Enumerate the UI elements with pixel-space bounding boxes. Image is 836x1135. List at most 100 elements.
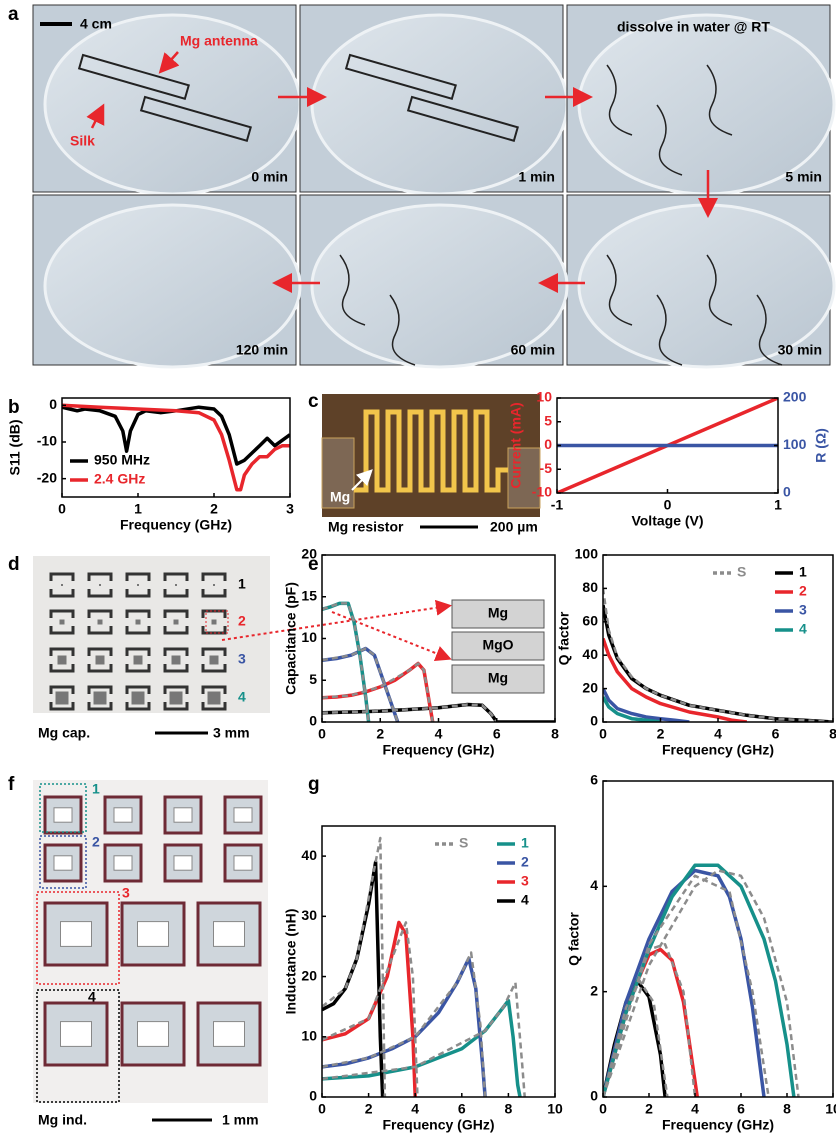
inductor-inner xyxy=(53,855,73,871)
label: MgO xyxy=(482,637,513,653)
label: f xyxy=(8,774,15,795)
axes-frame xyxy=(61,397,291,498)
y-tick-label: 6 xyxy=(590,772,598,788)
layer xyxy=(451,664,545,694)
series-line xyxy=(603,863,796,1097)
capacitor xyxy=(163,609,189,635)
capacitor-pad xyxy=(95,655,105,665)
y-axis-label: Capacitance (pF) xyxy=(283,582,299,695)
capacitor xyxy=(125,609,151,635)
antenna xyxy=(606,254,783,366)
label: b xyxy=(8,397,20,418)
label: 120 min xyxy=(236,342,288,358)
capacitor xyxy=(87,572,113,598)
arrow xyxy=(351,469,373,491)
antenna-arm xyxy=(77,53,190,101)
y-tick-label: -10 xyxy=(37,433,57,449)
axes-frame xyxy=(321,825,556,1098)
highlight xyxy=(39,835,87,889)
x-tick-label: 2 xyxy=(657,726,665,742)
y-tick-label: 100 xyxy=(575,546,599,562)
dish xyxy=(43,203,302,369)
y-tick-label: 20 xyxy=(301,967,317,983)
y-tick-label: 2 xyxy=(590,982,598,998)
inductor xyxy=(103,795,143,835)
legend-label: 2 xyxy=(521,854,529,870)
series-line xyxy=(322,836,526,1097)
x-axis-label: Frequency (GHz) xyxy=(382,742,494,758)
inductor-inner xyxy=(137,1021,169,1047)
highlight xyxy=(205,610,229,634)
capacitor xyxy=(163,572,189,598)
y-tick-label: 10 xyxy=(301,1027,317,1043)
label: Mg xyxy=(488,670,508,686)
plot-area xyxy=(603,588,833,722)
fragment xyxy=(706,64,733,136)
y-tick-label: 60 xyxy=(582,613,598,629)
x-tick-label: 4 xyxy=(435,726,443,742)
capacitor xyxy=(49,609,75,635)
capacitor xyxy=(201,647,227,673)
label: 0 min xyxy=(251,169,288,185)
y-tick-label: 30 xyxy=(301,907,317,923)
label: 1 xyxy=(238,576,246,592)
capacitor-pad xyxy=(61,584,63,586)
capacitor xyxy=(125,647,151,673)
series-line xyxy=(322,998,522,1097)
y-axis-label: Current (mA) xyxy=(508,402,524,488)
y-tick-label: 10 xyxy=(536,389,552,405)
capacitor-pad xyxy=(133,655,143,665)
capacitor xyxy=(87,647,113,673)
legend-label: 3 xyxy=(521,873,529,889)
y-tick-label: 40 xyxy=(582,646,598,662)
capacitor-pad xyxy=(169,691,183,705)
fragment xyxy=(756,294,783,366)
label: 2 xyxy=(92,834,100,850)
x-tick-label: 2 xyxy=(645,1101,653,1117)
plot-area xyxy=(62,403,290,492)
series-line xyxy=(603,869,800,1097)
label: 3 mm xyxy=(213,725,250,741)
x-tick-label: 0 xyxy=(599,726,607,742)
x-tick-label: 8 xyxy=(829,726,836,742)
label: 5 min xyxy=(785,169,822,185)
capacitor-pad xyxy=(173,619,179,625)
capacitor-pad xyxy=(59,619,65,625)
series-line xyxy=(603,868,766,1097)
label: 3 xyxy=(238,651,246,667)
antenna xyxy=(344,53,519,143)
inductor-inner xyxy=(60,1021,92,1047)
y-tick-label: 0 xyxy=(590,713,598,729)
label: 1 xyxy=(92,781,100,797)
x-tick-label: 4 xyxy=(691,1101,699,1117)
y-tick-label: 4 xyxy=(590,877,598,893)
capacitor xyxy=(49,647,75,673)
x-axis-label: Voltage (V) xyxy=(631,513,703,529)
capacitor-pad xyxy=(57,655,67,665)
serpentine xyxy=(354,409,508,493)
x-tick-label: -1 xyxy=(551,497,564,513)
y-tick-label: 40 xyxy=(301,847,317,863)
antenna-arm xyxy=(139,95,252,143)
highlight xyxy=(39,783,87,833)
label: Mg antenna xyxy=(180,33,258,49)
plot-area xyxy=(322,836,526,1097)
series-line xyxy=(322,602,498,722)
x-tick-label: 0 xyxy=(664,497,672,513)
y-tick-label: -10 xyxy=(532,484,552,500)
capacitor-pad xyxy=(175,584,177,586)
label: 2 xyxy=(238,613,246,629)
x-tick-label: 0 xyxy=(599,1101,607,1117)
plot-area xyxy=(603,863,800,1097)
fragment xyxy=(706,254,733,326)
legend-label: 1 xyxy=(799,564,807,580)
label: 3 xyxy=(122,885,130,901)
y-tick-label: -20 xyxy=(37,469,57,485)
dish xyxy=(310,203,569,369)
x-tick-label: 1 xyxy=(134,501,142,517)
y-tick-label: 5 xyxy=(544,412,552,428)
inductor-inner xyxy=(137,921,169,947)
x-tick-label: 8 xyxy=(551,726,559,742)
capacitor xyxy=(87,685,113,711)
label: Mg xyxy=(330,489,350,505)
